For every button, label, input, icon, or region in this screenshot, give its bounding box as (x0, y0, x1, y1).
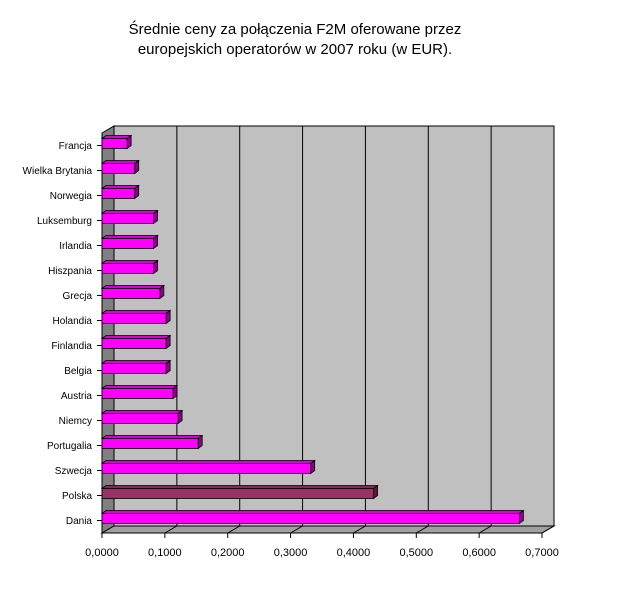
floor-gridline (478, 525, 492, 534)
category-label: Francja (59, 141, 93, 152)
x-tick-label: 0,7000 (525, 547, 559, 559)
floor-gridline (541, 525, 555, 534)
x-tick-label: 0,6000 (462, 547, 496, 559)
chart-title-line-1: Średnie ceny za połączenia F2M oferowane… (128, 21, 462, 38)
bar (101, 463, 312, 474)
chart-title-line-2: europejskich operatorów w 2007 roku (w E… (137, 41, 453, 58)
bar (101, 313, 167, 324)
category-label: Belgia (64, 366, 92, 377)
bar-top-face (100, 310, 172, 314)
bar-top-face (100, 360, 172, 364)
bar (101, 163, 136, 174)
bar (101, 263, 154, 274)
category-label: Finlandia (51, 341, 92, 352)
bar-top-face (100, 235, 159, 239)
bar (101, 188, 136, 199)
category-label: Hiszpania (48, 266, 92, 277)
category-label: Portugalia (47, 441, 92, 452)
chart-title: Średnie ceny za połączenia F2M oferowane… (60, 20, 530, 60)
bar (101, 213, 154, 224)
bar-top-face (100, 210, 159, 214)
bar (101, 413, 179, 424)
x-tick-label: 0,1000 (148, 547, 182, 559)
category-label: Niemcy (59, 416, 92, 427)
bar (101, 513, 520, 524)
bar-top-face (100, 460, 316, 464)
bar (101, 438, 199, 449)
x-tick-label: 0,2000 (211, 547, 245, 559)
floor-gridline (416, 525, 429, 534)
bar-top-face (100, 485, 379, 489)
category-label: Irlandia (59, 241, 92, 252)
floor-gridline (353, 525, 366, 534)
category-label: Luksemburg (37, 216, 92, 227)
bar-top-face (100, 135, 133, 139)
bar (101, 363, 167, 374)
bar-top-face (100, 385, 179, 389)
bar (101, 338, 167, 349)
bar-top-face (100, 185, 140, 189)
bar-top-face (100, 160, 140, 164)
bar-top-face (100, 410, 184, 414)
category-label: Holandia (53, 316, 93, 327)
bar-top-face (100, 335, 172, 339)
x-tick-label: 0,5000 (399, 547, 433, 559)
bar (101, 138, 128, 149)
category-label: Dania (66, 516, 93, 527)
category-label: Grecja (63, 291, 93, 302)
floor-gridline (164, 525, 178, 534)
category-label: Szwecja (55, 466, 93, 477)
bar-top-face (100, 260, 159, 264)
category-label: Austria (61, 391, 93, 402)
bar (101, 238, 154, 249)
category-label: Wielka Brytania (23, 166, 93, 177)
bar (101, 288, 161, 299)
floor-gridline (290, 525, 303, 534)
bar-top-face (100, 435, 204, 439)
floor-gridline (227, 525, 240, 534)
category-label: Norwegia (50, 191, 93, 202)
x-tick-label: 0,0000 (85, 547, 119, 559)
plot-floor (100, 525, 556, 534)
bar-top-face (100, 510, 525, 514)
x-tick-label: 0,3000 (274, 547, 308, 559)
x-tick-label: 0,4000 (337, 547, 371, 559)
bar (101, 388, 174, 399)
bar (101, 488, 374, 499)
category-label: Polska (62, 491, 92, 502)
bar-top-face (100, 285, 166, 289)
